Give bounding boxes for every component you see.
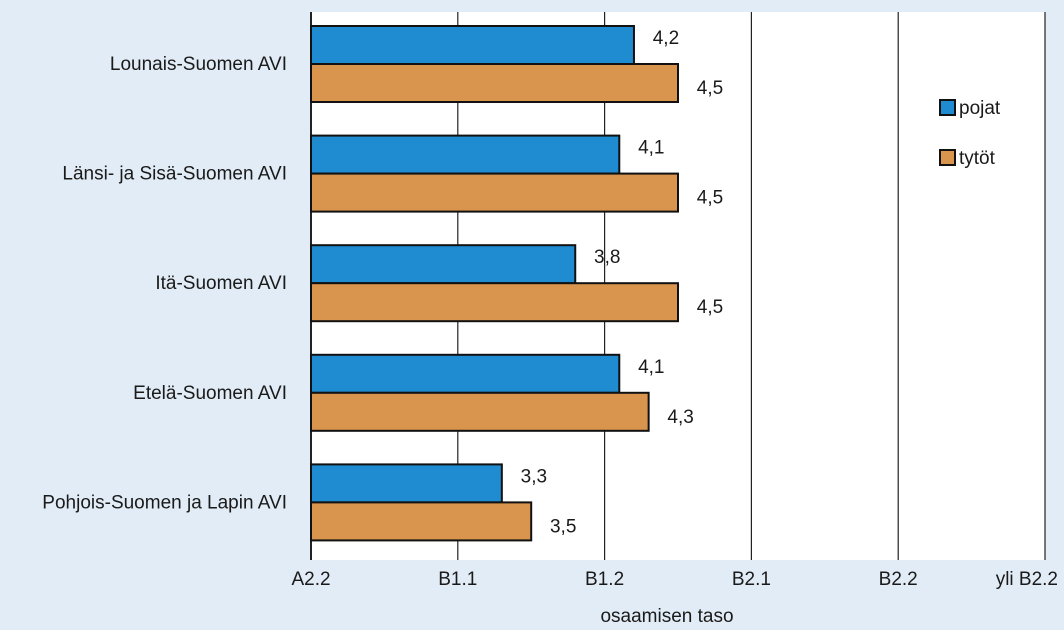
x-tick-label: B2.1 [732,569,771,590]
bar-pojat [311,136,619,174]
data-label: 4,5 [697,188,723,209]
x-tick-label: B1.1 [438,569,477,590]
bar-tytöt [311,64,678,102]
data-label: 4,5 [697,297,723,318]
category-label: Länsi- ja Sisä-Suomen AVI [62,164,287,185]
x-tick-label: yli B2.2 [996,569,1058,590]
category-label: Lounais-Suomen AVI [110,54,287,75]
x-axis-label: osaamisen taso [600,606,733,627]
bar-tytöt [311,393,649,431]
x-tick-label: B2.2 [879,569,918,590]
legend-swatch-tytöt [940,150,955,165]
legend-label: tytöt [959,148,996,169]
bar-pojat [311,464,502,502]
x-tick-label: B1.2 [585,569,624,590]
bar-tytöt [311,283,678,321]
legend-swatch-pojat [940,100,955,115]
category-label: Pohjois-Suomen ja Lapin AVI [42,492,287,513]
data-label: 3,8 [594,247,620,268]
bar-tytöt [311,174,678,212]
bar-pojat [311,245,575,283]
data-label: 4,1 [638,138,664,159]
bar-tytöt [311,502,531,540]
data-label: 4,2 [653,28,679,49]
x-tick-label: A2.2 [291,569,330,590]
legend-label: pojat [959,98,1001,119]
data-label: 3,5 [550,516,576,537]
data-label: 4,5 [697,78,723,99]
data-label: 4,1 [638,357,664,378]
category-label: Etelä-Suomen AVI [133,383,287,404]
category-label: Itä-Suomen AVI [155,273,287,294]
bar-pojat [311,355,619,393]
bar-pojat [311,26,634,64]
data-label: 3,3 [521,466,547,487]
data-label: 4,3 [667,407,693,428]
